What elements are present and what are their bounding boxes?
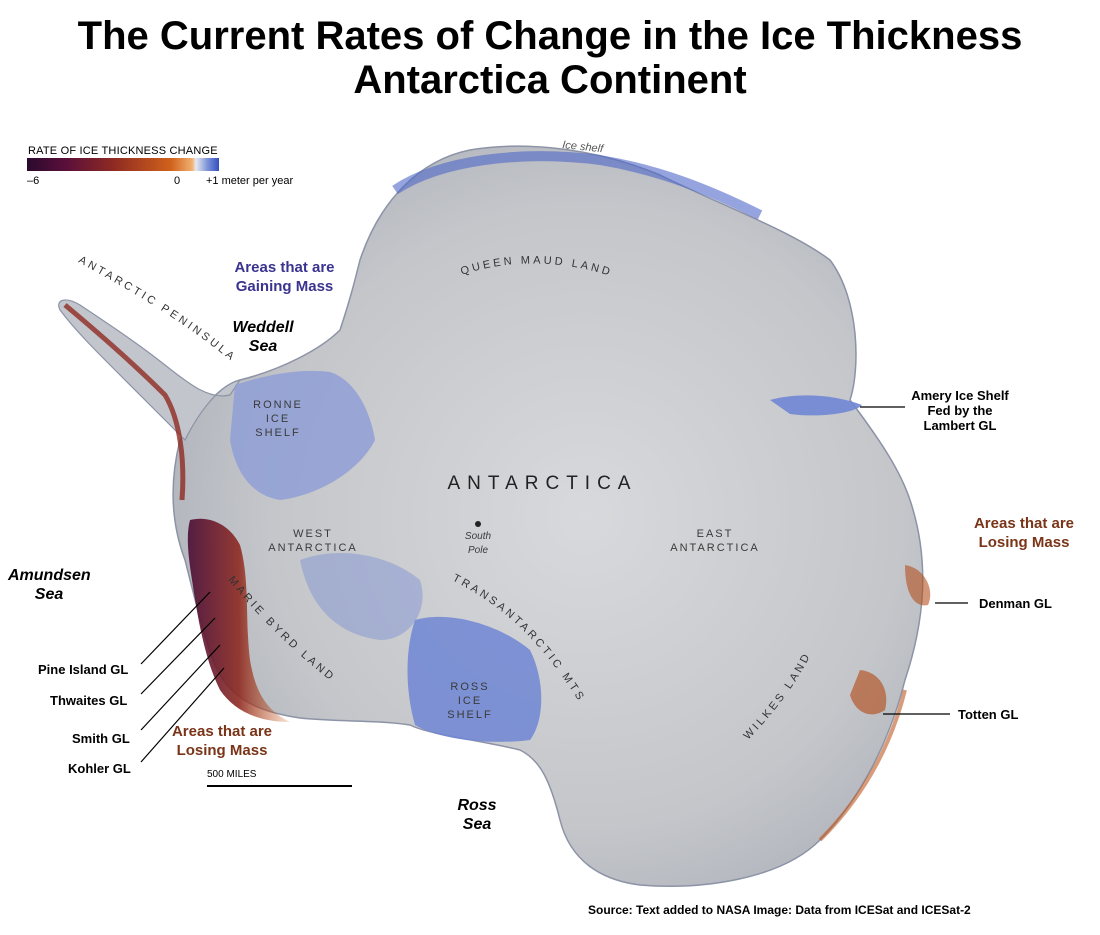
antarctica-label: ANTARCTICA <box>447 473 638 494</box>
amundsen-loss-region <box>187 518 290 722</box>
ross-ice-shelf-shape <box>407 616 542 742</box>
scale-bar-label: 500 MILES <box>207 769 257 780</box>
ronne-ice-shelf-shape <box>230 370 375 500</box>
glacier-pointers <box>140 406 968 763</box>
peninsula-shape <box>58 299 242 442</box>
queen-maud-coast-gain <box>392 151 763 220</box>
legend-zero-label: 0 <box>174 175 181 187</box>
south-pole-marker <box>475 521 481 527</box>
pine-island-gl-label: Pine Island GL <box>38 662 129 677</box>
east-antarctica-label: EAST ANTARCTICA <box>670 528 760 554</box>
losing-mass-annotation-west: Areas that are Losing Mass <box>171 723 273 759</box>
legend-max-label: +1 meter per year <box>206 175 294 187</box>
peninsula-loss-edge <box>63 303 186 501</box>
smith-gl-label: Smith GL <box>72 731 130 746</box>
kohler-gl-label: Kohler GL <box>68 761 131 776</box>
source-note: Source: Text added to NASA Image: Data f… <box>588 903 971 917</box>
ronne-ice-shelf-label: RONNE ICE SHELF <box>253 399 303 439</box>
legend-color-bar <box>27 158 219 171</box>
continent-shape <box>172 145 924 887</box>
thwaites-gl-label: Thwaites GL <box>50 693 128 708</box>
west-antarctica-label: WEST ANTARCTICA <box>268 528 358 554</box>
title-line-2: Antarctica Continent <box>353 58 747 102</box>
ross-ice-shelf-label: ROSS ICE SHELF <box>447 681 493 721</box>
amundsen-sea-label: Amundsen Sea <box>8 567 91 603</box>
denman-loss-region <box>905 565 931 606</box>
south-pole-label: South Pole <box>464 531 492 556</box>
amery-ice-shelf-label: Amery Ice Shelf Fed by the Lambert GL <box>911 388 1009 433</box>
legend-title: RATE OF ICE THICKNESS CHANGE <box>28 145 218 157</box>
legend-min-label: –6 <box>27 175 40 187</box>
ice-shelf-label: Ice shelf <box>562 139 605 155</box>
gaining-mass-annotation: Areas that are Gaining Mass <box>234 259 335 295</box>
totten-gl-label: Totten GL <box>958 707 1019 722</box>
weddell-sea-label: Weddell Sea <box>232 319 294 355</box>
ross-sea-label: Ross Sea <box>457 797 497 833</box>
totten-loss-region <box>850 670 887 715</box>
west-antarctica-gain <box>300 552 423 640</box>
wilkes-coast-loss <box>818 689 907 842</box>
amery-ice-shelf-shape <box>770 395 862 416</box>
losing-mass-annotation-east: Areas that are Losing Mass <box>973 515 1075 551</box>
denman-gl-label: Denman GL <box>979 596 1052 611</box>
title-line-1: The Current Rates of Change in the Ice T… <box>77 14 1023 58</box>
